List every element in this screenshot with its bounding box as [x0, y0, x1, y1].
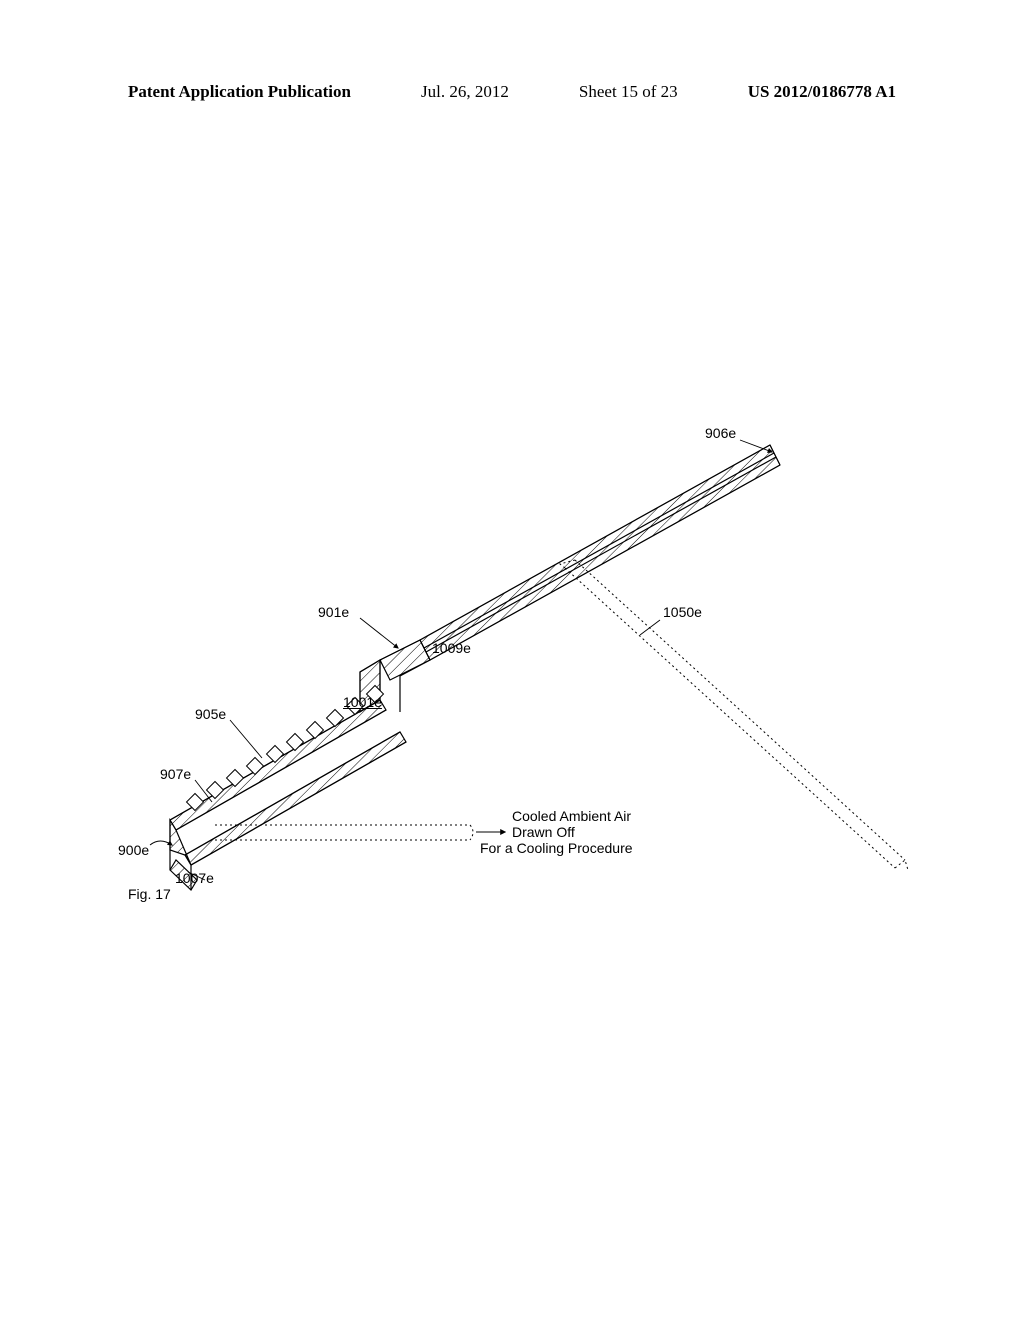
label-900e: 900e: [118, 842, 149, 858]
label-1009e: 1009e: [432, 640, 471, 656]
label-1050e: 1050e: [663, 604, 702, 620]
label-906e: 906e: [705, 425, 736, 441]
label-905e: 905e: [195, 706, 226, 722]
lower-trough: [170, 700, 406, 890]
cooled-air-line2: Drawn Off: [512, 824, 575, 840]
cooled-air-line3: For a Cooling Procedure: [480, 840, 633, 856]
label-1007e: 1007e: [175, 870, 214, 886]
label-901e: 901e: [318, 604, 349, 620]
figure-svg: [0, 0, 1024, 1320]
upper-arm: [420, 445, 780, 660]
figure-17: 906e 901e 1009e 1050e 905e 1001e 907e 90…: [0, 0, 1024, 1320]
label-1001e: 1001e: [343, 694, 382, 710]
label-907e: 907e: [160, 766, 191, 782]
cooled-air-line1: Cooled Ambient Air: [512, 808, 631, 824]
figure-caption: Fig. 17: [128, 886, 171, 902]
